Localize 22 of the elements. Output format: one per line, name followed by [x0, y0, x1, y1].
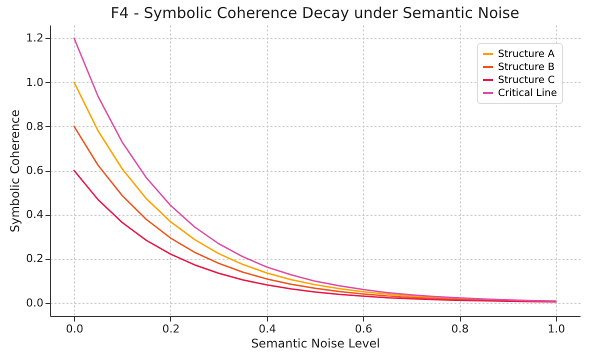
x-tick-label: 0.2 — [162, 322, 180, 336]
x-tick-label: 0.0 — [66, 322, 84, 336]
legend-label: Critical Line — [498, 88, 557, 99]
y-tick-label: 0.2 — [26, 252, 44, 266]
line-series — [73, 170, 557, 303]
x-tick-label: 0.6 — [354, 322, 372, 336]
y-tick-label: 1.0 — [26, 76, 44, 89]
y-tick-label: 0.4 — [26, 208, 44, 222]
y-tick-label: 1.2 — [26, 32, 44, 45]
line-series — [73, 37, 557, 302]
x-tick-label: 0.4 — [258, 322, 276, 336]
legend-label: Structure C — [498, 75, 555, 86]
y-axis-title: Symbolic Coherence — [8, 110, 22, 232]
x-tick-label: 1.0 — [548, 322, 566, 336]
y-tick-label: 0.0 — [26, 296, 44, 310]
y-tick-label: 0.6 — [26, 164, 44, 177]
y-tick-label: 0.8 — [26, 120, 44, 133]
chart-title: F4 - Symbolic Coherence Decay under Semantic Noise — [110, 4, 520, 22]
legend-label: Structure A — [498, 49, 555, 60]
x-tick-label: 0.8 — [451, 322, 469, 336]
legend-label: Structure B — [498, 62, 555, 73]
x-axis-title: Semantic Noise Level — [251, 336, 380, 350]
